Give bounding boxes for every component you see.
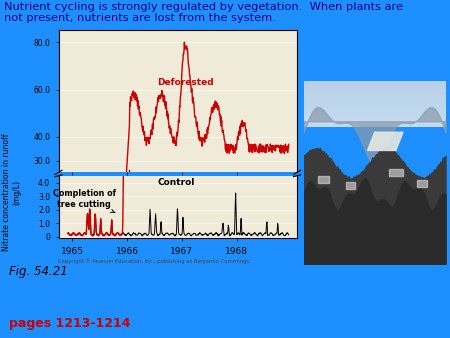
Text: Completion of
tree cutting: Completion of tree cutting (53, 189, 116, 213)
Polygon shape (368, 132, 403, 150)
Text: Deforested: Deforested (157, 78, 214, 87)
Text: Nutrient cycling is strongly regulated by vegetation.  When plants are
not prese: Nutrient cycling is strongly regulated b… (4, 2, 404, 23)
Text: Fig. 54.21: Fig. 54.21 (9, 265, 68, 278)
Text: Nitrate concentration in runoff
(mg/L): Nitrate concentration in runoff (mg/L) (2, 134, 22, 251)
Text: Copyright © Pearson Education, Inc., publishing as Benjamin Cummings.: Copyright © Pearson Education, Inc., pub… (58, 258, 251, 264)
Text: pages 1213-1214: pages 1213-1214 (9, 317, 130, 330)
Text: Control: Control (157, 178, 194, 187)
